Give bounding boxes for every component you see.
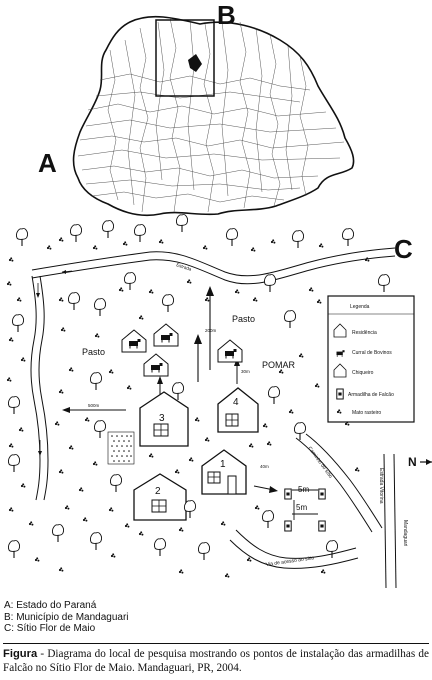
- house-4: 4: [217, 387, 259, 433]
- pasture-top-label: Pasto: [232, 314, 255, 324]
- house-1-number: 1: [220, 459, 226, 470]
- house-2: 2: [133, 473, 187, 521]
- house-3-number: 3: [159, 413, 165, 424]
- access-road-label: Via de acesso ao sítio: [265, 555, 314, 568]
- north-label: N: [408, 455, 417, 469]
- distance-40m: 40m: [260, 464, 269, 469]
- orchard-label: POMAR: [262, 360, 296, 370]
- dotted-garden: [107, 431, 135, 465]
- path-label: Caminho do sítio: [306, 446, 333, 480]
- legend-item-undergrowth: Mato rasteiro: [352, 410, 381, 416]
- legend-item-trap: Armadilha de Falcão: [348, 392, 394, 398]
- parana-state-map: B A: [38, 0, 355, 217]
- legend-item-pigsty: Chiqueiro: [352, 370, 374, 376]
- top-road-label: Estrada: [176, 262, 193, 272]
- key-line-c: C: Sítio Flor de Maio: [4, 623, 96, 634]
- distance-200m: 200m: [205, 328, 217, 333]
- legend-title: Legenda: [350, 304, 370, 310]
- key-line-b: B: Município de Mandaguari: [4, 611, 129, 623]
- estrada-vitorina-label: Estrada Vitorina: [378, 468, 384, 504]
- pigsty: [143, 353, 169, 377]
- legend-item-residence: Residência: [352, 330, 377, 336]
- distance-5m-horizontal: 5m: [298, 485, 309, 494]
- trap-grid: 5m 5m 40m: [253, 464, 326, 532]
- figure-caption: Figura - Diagrama do local de pesquisa m…: [3, 648, 429, 675]
- mandaguari-label: Mandaguari: [402, 520, 408, 546]
- house-4-number: 4: [233, 397, 239, 408]
- north-arrow: N: [408, 455, 432, 469]
- house-3: 3: [139, 391, 189, 447]
- map-label-c: C: [394, 234, 413, 264]
- map-label-b: B: [217, 0, 236, 30]
- map-key: A: Estado do Paraná B: Município de Mand…: [4, 600, 428, 635]
- caption-rule: [3, 643, 429, 644]
- legend-item-corral: Curral de Bovinos: [352, 350, 392, 356]
- pasture-left-label: Pasto: [82, 347, 105, 357]
- distance-30m-orchard: 30m: [241, 369, 250, 374]
- research-site-diagram: B A C Estrada 200m 30m 30m 500m: [6, 0, 432, 589]
- map-label-a: A: [38, 148, 57, 178]
- house-2-number: 2: [155, 486, 161, 497]
- legend: Legenda Residência Curral de Bovinos Chi…: [327, 295, 415, 423]
- site-map: C Estrada 200m 30m 30m 500m Pasto Pasto: [6, 213, 432, 589]
- house-1: 1: [201, 449, 247, 495]
- distance-5m-vertical: 5m: [296, 503, 307, 512]
- cattle-corral: [121, 323, 243, 363]
- caption-text: - Diagrama do local de pesquisa mostrand…: [3, 648, 429, 674]
- caption-lead: Figura: [3, 648, 38, 660]
- distance-500m: 500m: [88, 403, 100, 408]
- municipality-frame: [155, 19, 215, 97]
- key-line-a: A: Estado do Paraná: [4, 600, 97, 611]
